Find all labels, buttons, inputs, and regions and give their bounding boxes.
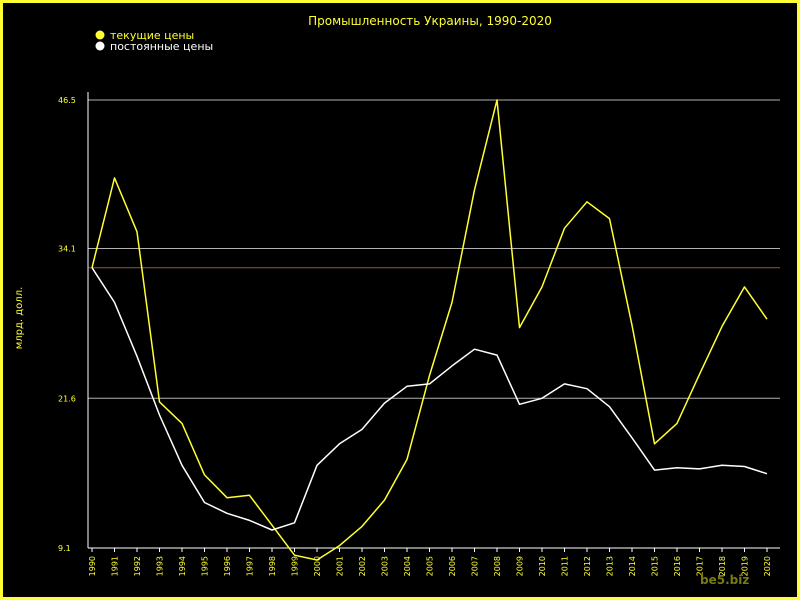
x-tick-label: 2019 xyxy=(741,556,750,576)
grid-layer xyxy=(88,99,780,399)
x-tick-label: 2012 xyxy=(583,556,592,576)
y-axis-label: млрд. долл. xyxy=(14,287,25,350)
x-tick-label: 1993 xyxy=(156,556,165,576)
x-tick-label: 2000 xyxy=(313,556,322,576)
y-tick-label: 34.1 xyxy=(58,245,76,254)
x-tick-label: 2014 xyxy=(628,556,637,576)
x-tick-label: 2018 xyxy=(718,556,727,576)
x-tick-label: 1992 xyxy=(133,556,142,576)
legend-label-current-prices: текущие цены xyxy=(110,29,194,42)
x-tick-label: 1996 xyxy=(223,556,232,576)
x-tick-label: 2008 xyxy=(493,556,502,576)
x-tick-label: 2002 xyxy=(358,556,367,576)
y-tick-label: 46.5 xyxy=(58,96,76,105)
y-tick-label: 9.1 xyxy=(58,544,71,553)
x-tick-label: 1990 xyxy=(88,556,97,576)
legend: текущие цены постоянные цены xyxy=(95,29,213,53)
y-tick-label: 21.6 xyxy=(58,394,76,403)
x-tick-label: 2013 xyxy=(606,556,615,576)
x-tick-label: 2004 xyxy=(403,556,412,576)
x-tick-label: 2010 xyxy=(538,556,547,576)
x-tick-label: 2011 xyxy=(561,556,570,576)
x-tick-label: 1994 xyxy=(178,556,187,576)
series-line-constant-prices xyxy=(91,267,768,531)
x-tick-label: 1995 xyxy=(201,556,210,576)
x-tick-label: 1991 xyxy=(111,556,120,576)
x-tick-label: 1999 xyxy=(291,556,300,576)
x-tick-label: 2003 xyxy=(381,556,390,576)
watermark: be5.biz xyxy=(700,573,749,587)
axis-layer xyxy=(87,92,780,552)
x-tick-label: 2005 xyxy=(426,556,435,576)
x-tick-label: 1997 xyxy=(246,556,255,576)
x-tick-label: 2007 xyxy=(471,556,480,576)
x-tick-label: 2015 xyxy=(651,556,660,576)
series-layer xyxy=(91,99,768,561)
series-line-current-prices xyxy=(91,99,768,561)
legend-marker-current-prices xyxy=(95,30,105,40)
x-tick-label: 2001 xyxy=(336,556,345,576)
legend-marker-constant-prices xyxy=(95,41,105,51)
chart-title: Промышленность Украины, 1990-2020 xyxy=(308,14,552,28)
legend-label-constant-prices: постоянные цены xyxy=(110,40,213,53)
x-tick-label: 2009 xyxy=(516,556,525,576)
x-tick-label: 2006 xyxy=(448,556,457,576)
x-tick-label: 1998 xyxy=(268,556,277,576)
x-tick-label: 2020 xyxy=(763,556,772,576)
x-tick-label: 2017 xyxy=(696,556,705,576)
x-tick-labels: 1990 1991 1992 1993 1994 1995 1996 1997 1998 1999… xyxy=(88,556,772,576)
y-tick-labels: 9.1 21.6 34.1 46.5 xyxy=(58,96,76,553)
x-tick-label: 2016 xyxy=(673,556,682,576)
